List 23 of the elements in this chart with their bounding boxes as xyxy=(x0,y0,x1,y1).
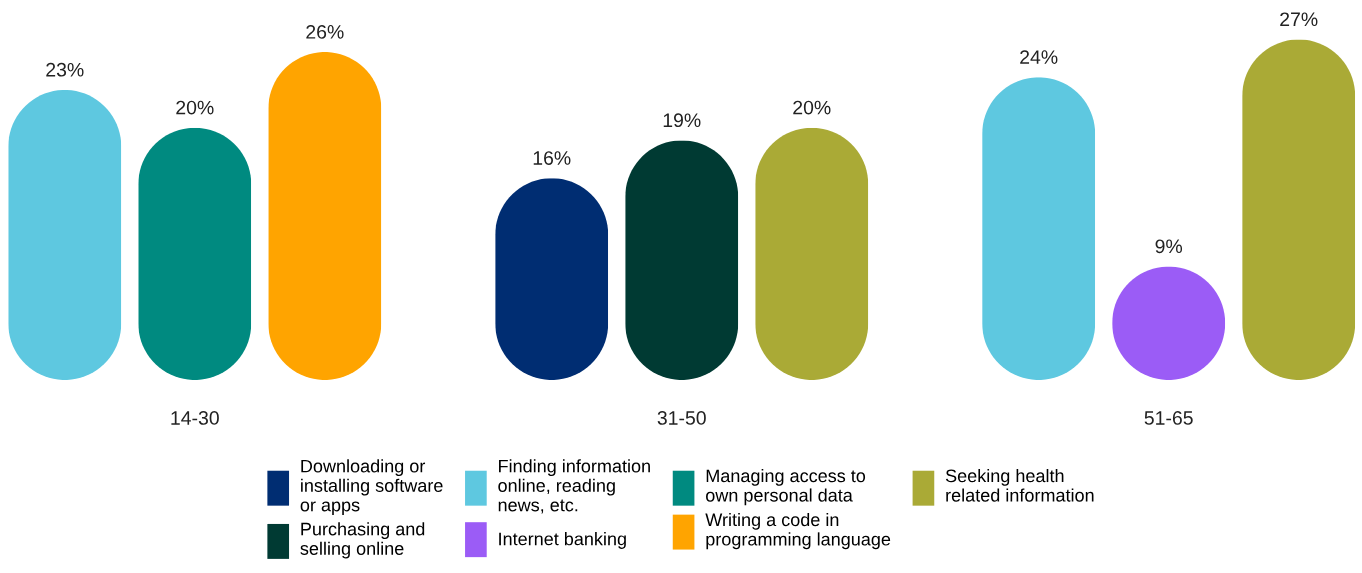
data-label: 24% xyxy=(1020,50,1058,64)
data-label: 16% xyxy=(533,151,571,165)
data-label: 20% xyxy=(176,100,214,115)
data-label: 27% xyxy=(1280,12,1318,27)
bar xyxy=(8,89,122,380)
data-label: 26% xyxy=(306,25,344,39)
legend-label: Managing access to own personal data xyxy=(706,468,866,506)
data-label: 19% xyxy=(663,113,701,128)
data-label: 20% xyxy=(793,100,831,115)
legend-label: Writing a code in programming language xyxy=(705,512,891,550)
data-label: 9% xyxy=(1155,239,1183,254)
x-tick-label: 51-65 xyxy=(1144,411,1193,425)
legend-label: Purchasing and selling online xyxy=(300,522,425,559)
legend-label: Seeking health related information xyxy=(945,468,1094,502)
legend-label: Internet banking xyxy=(499,532,626,549)
bar xyxy=(982,77,1096,380)
x-tick-label: 31-50 xyxy=(657,411,706,425)
legend-label: Finding information online, reading news, etc. xyxy=(498,459,650,514)
bar xyxy=(1242,39,1356,380)
legend-label: Downloading or installing software or apps xyxy=(300,459,443,515)
x-tick-label: 14-30 xyxy=(171,411,219,425)
data-label: 23% xyxy=(46,62,84,77)
bar xyxy=(268,52,382,380)
